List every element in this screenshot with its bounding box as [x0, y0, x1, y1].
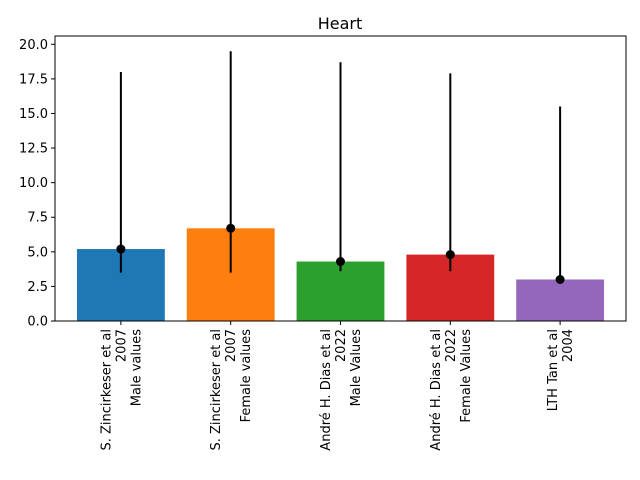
x-tick-label-3-line-1: 2022	[444, 329, 459, 362]
x-tick-label-1-line-1: 2007	[224, 329, 239, 362]
x-tick-label-0-line-2: Male values	[129, 329, 144, 406]
mean-point-3	[445, 250, 455, 260]
x-tick-label-1-line-0: S. Zincirkeser et al	[209, 329, 224, 451]
y-tick-label-7: 17.5	[19, 72, 48, 87]
x-tick-label-2-line-2: Male Values	[349, 329, 364, 407]
x-tick-label-0-line-1: 2007	[114, 329, 129, 362]
x-axis: S. Zincirkeser et al 2007 Male values S. Zi…	[99, 321, 576, 451]
error-bars-group	[116, 51, 565, 284]
x-tick-label-1-line-2: Female values	[239, 329, 254, 423]
y-tick-label-2: 5.0	[27, 245, 48, 260]
y-tick-label-6: 15.0	[19, 107, 48, 122]
chart-title: Heart	[318, 14, 363, 33]
mean-point-0	[116, 244, 126, 254]
mean-point-4	[555, 274, 565, 284]
y-tick-label-3: 7.5	[27, 211, 48, 226]
x-tick-label-3-line-2: Female Values	[459, 329, 474, 423]
x-tick-label-4-line-1: 2004	[561, 329, 576, 362]
bar-2	[296, 261, 385, 321]
mean-point-1	[226, 223, 236, 233]
x-tick-label-2-line-0: André H. Dias et al	[319, 329, 334, 451]
x-tick-label-4-line-0: LTH Tan et al	[546, 329, 561, 411]
y-tick-label-8: 20.0	[19, 38, 48, 53]
y-tick-label-1: 2.5	[27, 280, 48, 295]
y-axis: 0.0 2.5 5.0 7.5 10.0 12.5 15.0 17.5 20.0	[19, 38, 55, 330]
y-tick-label-5: 12.5	[19, 142, 48, 157]
x-tick-label-0-line-0: S. Zincirkeser et al	[99, 329, 114, 451]
y-tick-label-4: 10.0	[19, 176, 48, 191]
bar-4	[516, 279, 605, 321]
mean-point-2	[336, 257, 345, 267]
y-tick-label-0: 0.0	[27, 315, 48, 330]
plot-frame	[54, 35, 627, 322]
x-tick-label-2-line-1: 2022	[334, 329, 349, 362]
x-tick-label-3-line-0: André H. Dias et al	[429, 329, 444, 451]
